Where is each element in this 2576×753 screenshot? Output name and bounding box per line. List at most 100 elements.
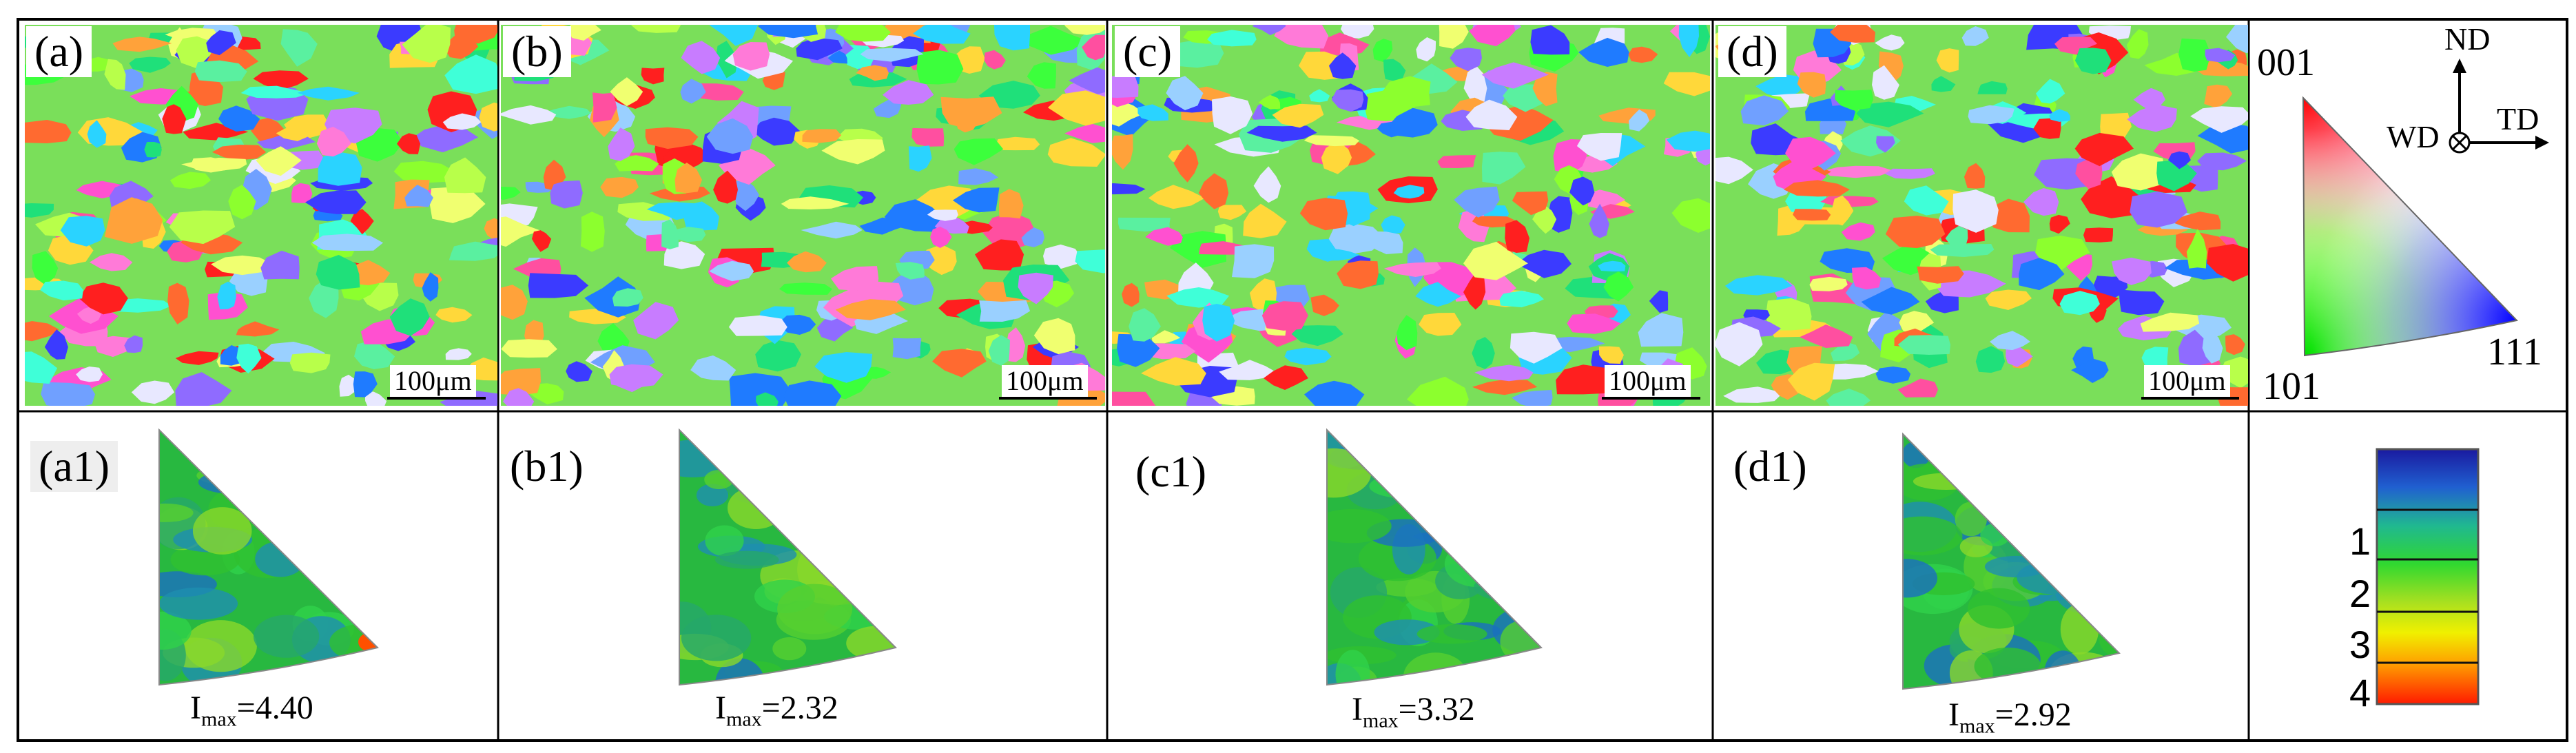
grain <box>732 42 770 71</box>
grain <box>1047 138 1105 167</box>
grain <box>404 185 433 207</box>
grain <box>593 92 617 123</box>
grain <box>1064 25 1105 35</box>
grain <box>169 210 236 245</box>
grain <box>1532 72 1558 107</box>
grain <box>25 203 54 218</box>
grain <box>1343 141 1376 167</box>
grain <box>673 227 706 243</box>
grain <box>236 343 262 374</box>
grain <box>1117 333 1160 367</box>
grain <box>1406 376 1469 406</box>
grain <box>1419 313 1462 336</box>
scale-bar-label-b: 100μm <box>1002 365 1088 397</box>
grain <box>1202 304 1235 342</box>
grain <box>175 351 219 365</box>
grain <box>932 349 987 378</box>
grain <box>1122 282 1140 307</box>
grain <box>1952 189 1999 233</box>
grain <box>2006 344 2033 367</box>
grain <box>297 86 360 101</box>
grain <box>1765 298 1812 331</box>
grain <box>131 380 175 404</box>
grain <box>1465 99 1518 130</box>
grain <box>1439 25 1469 49</box>
grain <box>1872 65 1899 100</box>
grain <box>993 25 1030 51</box>
grain <box>1678 25 1700 57</box>
grain <box>1975 346 2006 373</box>
grain <box>2178 329 2212 367</box>
grain <box>1897 378 1939 398</box>
grain <box>2049 214 2070 234</box>
grain <box>479 102 497 132</box>
scale-bar-label-c: 100μm <box>1605 365 1691 397</box>
grain <box>280 29 318 67</box>
grain <box>1317 249 1360 261</box>
grain <box>1272 103 1324 128</box>
grain <box>1945 225 1968 247</box>
grain <box>895 262 925 280</box>
grain <box>873 99 903 118</box>
grain <box>1755 74 1804 99</box>
grain <box>646 202 703 220</box>
grain <box>783 380 842 406</box>
grain <box>954 138 1004 165</box>
grain <box>2197 123 2248 154</box>
grain <box>1033 318 1075 355</box>
imax-label-a1: Imax=4.40 <box>190 690 313 731</box>
grain <box>353 371 378 398</box>
grain <box>600 176 639 198</box>
grain <box>2156 161 2197 192</box>
grain <box>402 25 451 63</box>
grain <box>1787 362 1835 401</box>
grain <box>1383 262 1441 277</box>
grain <box>1820 248 1875 273</box>
grain <box>911 127 945 147</box>
grain <box>831 266 879 291</box>
grain <box>1166 287 1230 308</box>
grain <box>1793 209 1831 221</box>
grain <box>1207 30 1257 47</box>
grain <box>1381 215 1405 234</box>
grain <box>194 60 247 83</box>
grain <box>1474 364 1534 382</box>
grain <box>1598 346 1624 364</box>
grain <box>217 281 236 310</box>
grain <box>1904 185 1949 216</box>
grain <box>2036 79 2065 104</box>
panel-label-c: (c) <box>1115 26 1181 77</box>
grain <box>44 329 68 360</box>
grain <box>1170 231 1226 268</box>
grain <box>1112 391 1156 406</box>
grain <box>1990 331 2030 351</box>
legend-tick-1: 1 <box>2349 519 2371 563</box>
grain <box>1472 337 1495 369</box>
grain <box>176 36 216 69</box>
grain <box>1331 89 1364 112</box>
grain <box>1841 222 1875 241</box>
grain <box>1723 386 1780 403</box>
grain <box>2083 227 2114 243</box>
ebsd-map-d <box>1715 25 2248 406</box>
grain <box>305 190 367 214</box>
grain <box>1069 67 1105 94</box>
grain <box>1112 183 1146 195</box>
grain <box>389 298 430 336</box>
grain <box>779 282 832 295</box>
grain <box>218 105 260 132</box>
grain <box>883 80 934 105</box>
grain <box>756 392 779 406</box>
grain <box>757 25 818 39</box>
grain <box>1437 155 1476 168</box>
grain <box>2127 104 2177 132</box>
grain <box>2071 358 2109 383</box>
grain <box>1217 205 1247 220</box>
grain <box>2126 29 2149 59</box>
grain <box>444 54 497 94</box>
grain <box>1797 72 1826 98</box>
grain <box>1649 290 1669 313</box>
grain <box>1082 34 1105 61</box>
grain <box>1481 152 1526 185</box>
